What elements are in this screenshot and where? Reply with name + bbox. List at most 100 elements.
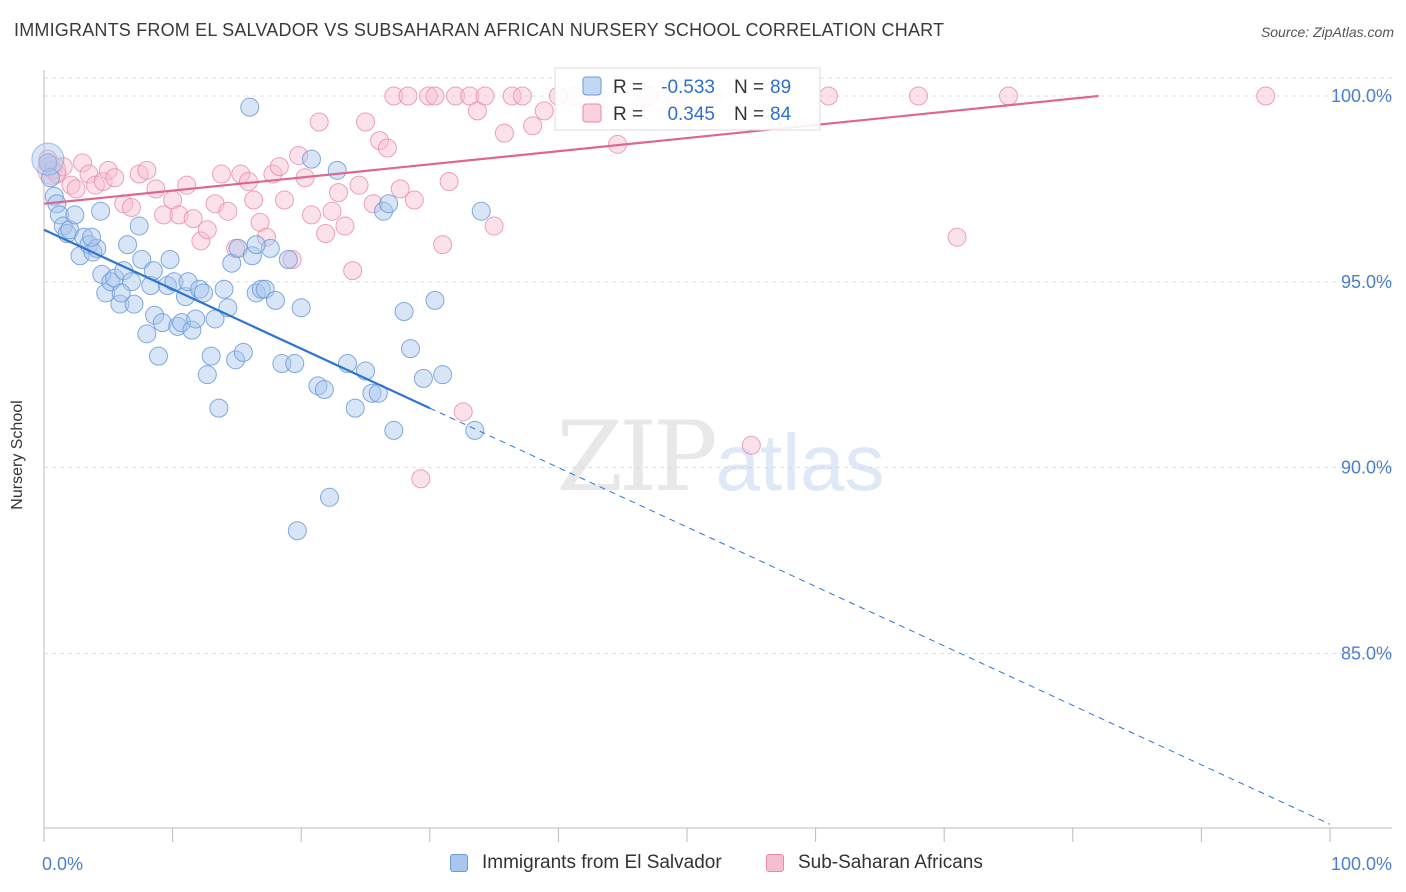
- data-point-el-salvador: [433, 365, 453, 385]
- data-point-sub-saharan: [154, 205, 174, 225]
- data-point-el-salvador: [148, 346, 168, 366]
- data-point-sub-saharan: [263, 164, 283, 184]
- data-point-sub-saharan: [433, 235, 453, 255]
- y-tick-label: 100.0%: [1331, 86, 1392, 106]
- data-point-el-salvador: [91, 201, 111, 221]
- data-point-sub-saharan: [1256, 86, 1276, 106]
- data-point-sub-saharan: [460, 86, 480, 106]
- y-tick-label: 90.0%: [1341, 458, 1392, 478]
- data-point-el-salvador: [111, 283, 131, 303]
- data-point-sub-saharan: [512, 86, 532, 106]
- data-point-sub-saharan: [484, 216, 504, 236]
- data-point-sub-saharan: [908, 86, 928, 106]
- data-point-sub-saharan: [534, 101, 554, 121]
- data-point-el-salvador: [246, 235, 266, 255]
- data-point-el-salvador: [233, 342, 253, 362]
- data-point-el-salvador: [49, 205, 69, 225]
- data-point-el-salvador: [425, 290, 445, 310]
- data-point-sub-saharan: [947, 227, 967, 247]
- data-point-el-salvador: [197, 365, 217, 385]
- legend-swatch-pink: [766, 854, 784, 872]
- data-point-el-salvador: [287, 521, 307, 541]
- data-point-el-salvador: [65, 205, 85, 225]
- data-point-el-salvador: [465, 420, 485, 440]
- data-point-el-salvador: [285, 354, 305, 374]
- stats-n-value: 89: [770, 77, 791, 98]
- data-point-sub-saharan: [425, 86, 445, 106]
- data-point-sub-saharan: [169, 205, 189, 225]
- data-point-sub-saharan: [502, 86, 522, 106]
- data-point-sub-saharan: [66, 179, 86, 199]
- data-point-sub-saharan: [411, 469, 431, 489]
- legend-swatch-blue: [450, 854, 468, 872]
- data-point-sub-saharan: [384, 86, 404, 106]
- data-point-el-salvador: [38, 153, 58, 173]
- trend-lines: [43, 94, 1331, 825]
- data-point-el-salvador: [201, 346, 221, 366]
- data-point-el-salvador: [226, 350, 246, 370]
- data-point-el-salvador: [132, 250, 152, 269]
- data-point-sub-saharan: [309, 112, 329, 132]
- data-point-sub-saharan: [398, 86, 418, 106]
- data-point-el-salvador: [242, 246, 262, 266]
- data-point-sub-saharan: [453, 402, 473, 422]
- data-point-sub-saharan: [121, 197, 141, 217]
- data-point-sub-saharan: [343, 261, 363, 281]
- bottom-legend: Immigrants from El Salvador Sub-Saharan …: [0, 852, 1406, 878]
- data-point-sub-saharan: [446, 86, 466, 106]
- stats-r-value: -0.533: [661, 77, 715, 98]
- data-point-el-salvador: [327, 160, 347, 180]
- data-point-sub-saharan: [197, 220, 217, 240]
- data-point-el-salvador: [319, 487, 339, 507]
- data-point-el-salvador: [145, 305, 165, 325]
- data-point-el-salvador: [178, 272, 198, 292]
- data-point-sub-saharan: [301, 205, 321, 225]
- data-point-el-salvador: [172, 313, 192, 333]
- data-point-el-salvador: [118, 235, 138, 255]
- x-tick-label: 100.0%: [1331, 854, 1392, 874]
- trend-line-el-salvador-extrapolated: [429, 407, 1331, 825]
- data-point-sub-saharan: [475, 86, 495, 106]
- data-point-el-salvador: [314, 380, 334, 400]
- stats-swatch: [582, 103, 602, 123]
- y-tick-labels: 100.0% 95.0% 90.0% 85.0%: [1331, 86, 1392, 663]
- axes: [43, 70, 1392, 842]
- data-point-el-salvador: [129, 216, 149, 236]
- data-point-sub-saharan: [439, 171, 459, 191]
- data-point-el-salvador: [384, 420, 404, 440]
- data-point-sub-saharan: [269, 157, 289, 177]
- data-point-sub-saharan: [404, 190, 424, 210]
- data-point-el-salvador: [413, 368, 433, 388]
- stats-r-label: R =: [613, 77, 643, 98]
- data-point-sub-saharan: [244, 190, 264, 210]
- legend-label: Immigrants from El Salvador: [482, 852, 722, 873]
- gridlines: [44, 77, 1392, 654]
- data-point-sub-saharan: [177, 175, 197, 195]
- data-point-el-salvador: [160, 250, 180, 269]
- data-point-sub-saharan: [467, 101, 487, 121]
- data-point-el-salvador: [394, 302, 414, 322]
- data-point-el-salvador: [182, 320, 202, 340]
- data-point-sub-saharan: [93, 171, 113, 191]
- legend-item-el-salvador[interactable]: Immigrants from El Salvador: [450, 852, 722, 874]
- data-point-sub-saharan: [363, 194, 383, 214]
- data-point-el-salvador: [379, 194, 399, 214]
- legend-item-sub-saharan[interactable]: Sub-Saharan Africans: [766, 852, 983, 874]
- chart-title: IMMIGRANTS FROM EL SALVADOR VS SUBSAHARA…: [14, 20, 945, 40]
- data-point-sub-saharan: [191, 231, 211, 251]
- data-point-el-salvador: [308, 376, 328, 396]
- y-tick-label: 85.0%: [1341, 643, 1392, 663]
- stats-swatch: [582, 76, 602, 96]
- stats-r-value: 0.345: [667, 104, 715, 125]
- data-point-el-salvador: [362, 383, 382, 403]
- data-point-sub-saharan: [73, 153, 93, 173]
- data-point-sub-saharan: [523, 116, 543, 136]
- data-point-sub-saharan: [137, 160, 157, 180]
- data-point-el-salvador: [240, 97, 260, 117]
- data-point-el-salvador: [168, 316, 188, 336]
- source-note: Source: ZipAtlas.com: [1260, 24, 1394, 40]
- x-tick-label: 0.0%: [42, 854, 83, 874]
- data-point-el-salvador: [44, 186, 64, 206]
- x-tick-labels: 0.0% 100.0%: [42, 854, 1392, 874]
